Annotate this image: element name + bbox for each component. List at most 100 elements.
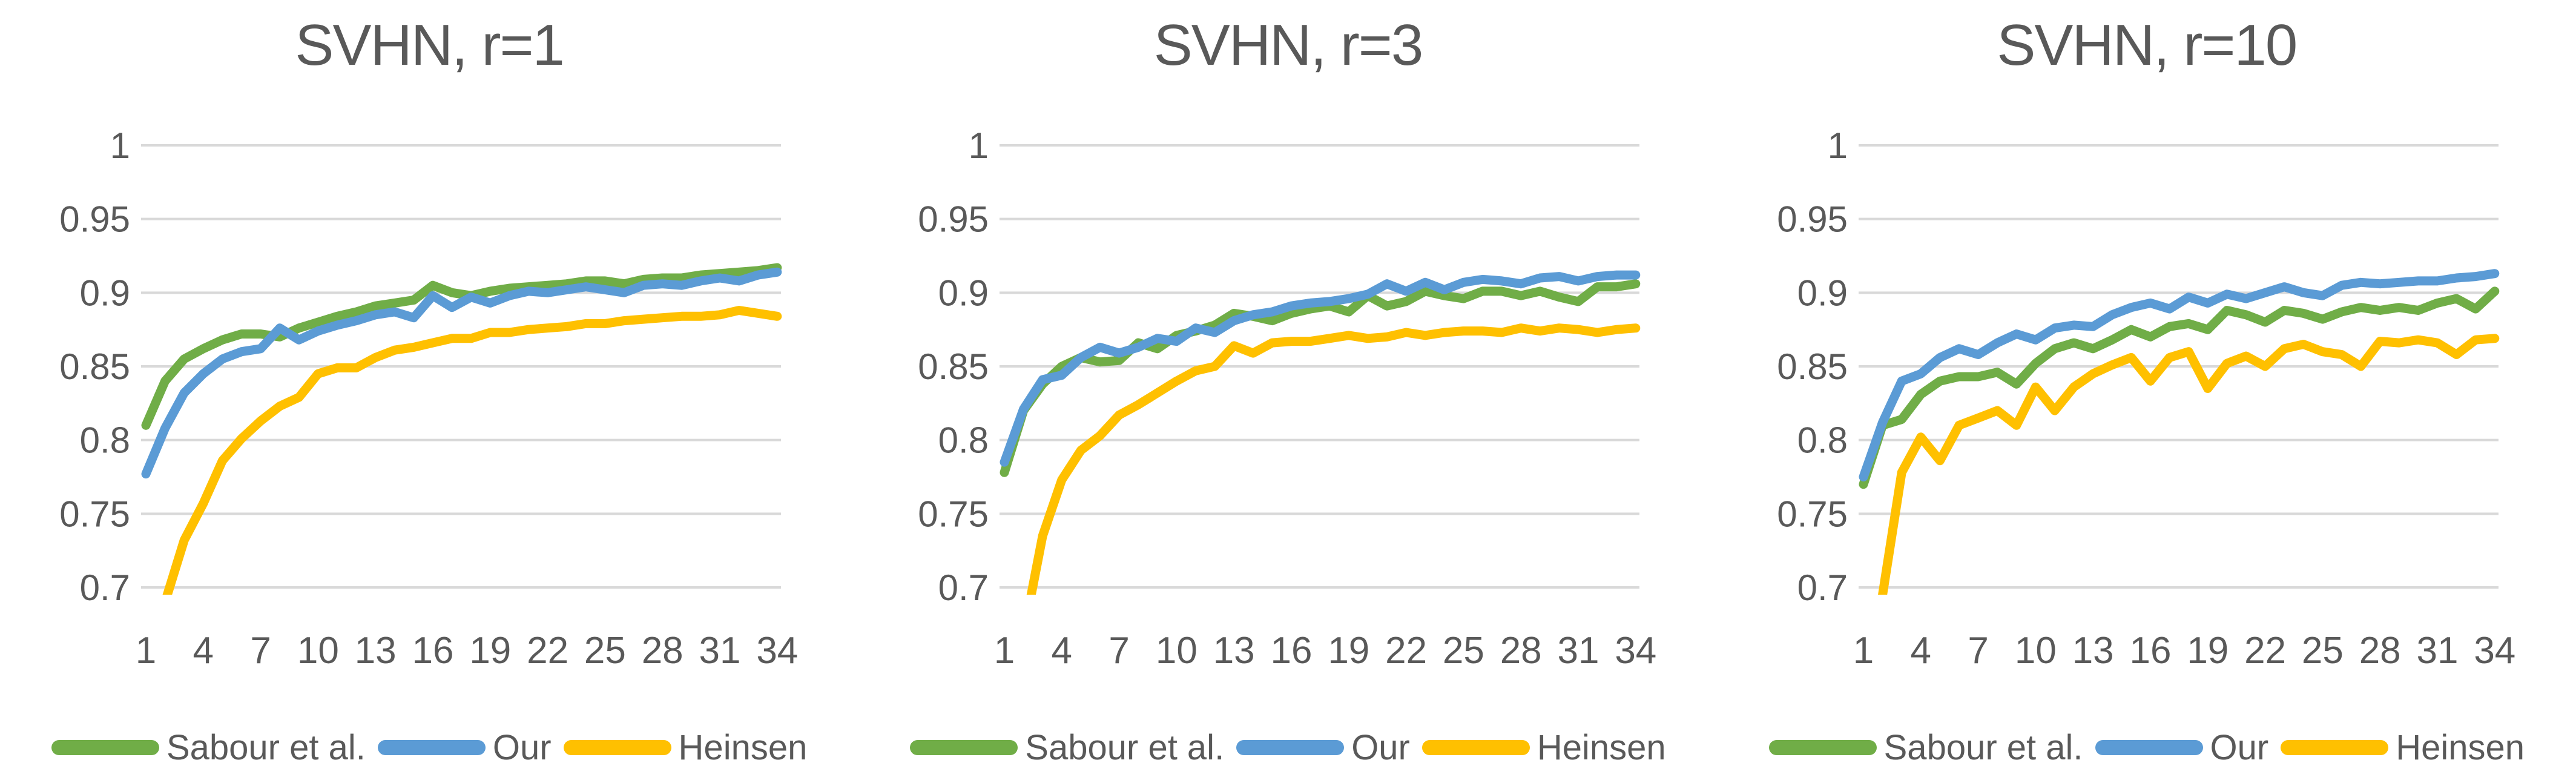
y-axis-tick-label: 1	[969, 125, 989, 166]
series-line-our	[1859, 269, 2499, 481]
legend-line-swatch-heinsen	[1421, 739, 1530, 755]
legend-item-our: Our	[1236, 727, 1410, 768]
x-axis-tick-label: 28	[642, 630, 684, 672]
x-axis-tick-label: 25	[1443, 630, 1484, 672]
legend-label-heinsen: Heinsen	[2396, 727, 2525, 767]
legend-item-sabour-et-al: Sabour et al.	[51, 727, 366, 768]
x-axis-tick-label: 7	[1109, 630, 1130, 672]
x-axis-tick-label: 31	[2416, 630, 2458, 672]
chart-panel-svhn-r-3: SVHN, r=3 1 0.95 0.9 0.85 0.8 0.75 0.7 1 4 7 10 13 16…	[858, 0, 1717, 780]
x-axis-tick-label: 10	[2015, 630, 2057, 672]
y-axis-tick-label: 0.9	[80, 273, 130, 313]
y-axis-tick-label: 0.75	[918, 494, 989, 534]
legend-label-our: Our	[1351, 727, 1410, 767]
x-axis-tick-label: 22	[2244, 630, 2286, 672]
y-axis-tick-label: 0.8	[938, 420, 989, 461]
x-axis-tick-label: 16	[1271, 630, 1313, 672]
x-axis-tick-label: 25	[584, 630, 626, 672]
x-axis-tick-label: 4	[1052, 630, 1072, 672]
y-axis-tick-label: 0.75	[59, 494, 130, 534]
x-axis-tick-label: 19	[469, 630, 511, 672]
legend: Sabour et al. Our Heinsen	[858, 713, 1717, 780]
x-axis-tick-label: 28	[1500, 630, 1542, 672]
chart-panel-svhn-r-10: SVHN, r=10 1 0.95 0.9 0.85 0.8 0.75 0.7 1 4 7 10 13 1…	[1718, 0, 2576, 780]
x-axis-tick-label: 13	[1213, 630, 1255, 672]
line-chart-svg: 10.950.90.850.80.750.71 4 7 10 13 16 19 22 25 28 3…	[1777, 125, 2515, 672]
x-axis-tick-label: 34	[1615, 630, 1657, 672]
series-line-heinsen	[1877, 334, 2499, 595]
legend-item-heinsen: Heinsen	[2281, 727, 2525, 768]
x-axis-tick-label: 13	[2072, 630, 2113, 672]
legend-item-sabour-et-al: Sabour et al.	[910, 727, 1224, 768]
x-axis-tick-label: 34	[2474, 630, 2515, 672]
chart-title: SVHN, r=10	[1997, 13, 2298, 78]
series-line-our	[141, 267, 782, 479]
legend-line-swatch-our	[1236, 739, 1345, 755]
x-axis-tick-label: 7	[250, 630, 271, 672]
legend-line-swatch-our	[2095, 739, 2203, 755]
y-axis-tick-label: 1	[110, 125, 130, 166]
x-axis-tick-label: 1	[1853, 630, 1873, 672]
legend: Sabour et al. Our Heinsen	[1718, 713, 2576, 780]
y-axis-tick-label: 0.85	[59, 346, 130, 387]
x-axis-tick-label: 13	[355, 630, 397, 672]
legend-item-heinsen: Heinsen	[563, 727, 808, 768]
x-axis-tick-label: 19	[2187, 630, 2228, 672]
legend-item-heinsen: Heinsen	[1421, 727, 1666, 768]
x-axis-tick-label: 19	[1328, 630, 1370, 672]
y-axis-tick-label: 0.9	[1797, 273, 1847, 313]
x-axis-tick-label: 7	[1968, 630, 1988, 672]
series-line-heinsen	[1027, 323, 1641, 595]
series-line-our	[1000, 270, 1641, 467]
x-axis-tick-label: 31	[699, 630, 741, 672]
y-axis-tick-label: 0.8	[80, 420, 130, 461]
x-axis-tick-label: 28	[2359, 630, 2400, 672]
legend-label-heinsen: Heinsen	[678, 727, 808, 767]
y-axis-tick-label: 0.75	[1777, 494, 1848, 534]
x-axis-tick-label: 34	[756, 630, 798, 672]
y-axis-tick-label: 0.7	[938, 567, 989, 608]
x-axis-tick-label: 16	[412, 630, 454, 672]
y-axis-tick-label: 0.85	[1777, 346, 1848, 387]
legend-label-sabour-et-al: Sabour et al.	[1883, 727, 2083, 767]
x-axis-tick-label: 31	[1558, 630, 1599, 672]
legend: Sabour et al. Our Heinsen	[0, 713, 858, 780]
x-axis-tick-label: 25	[2302, 630, 2344, 672]
x-axis-tick-label: 4	[1910, 630, 1931, 672]
x-axis-tick-label: 4	[193, 630, 214, 672]
y-axis-tick-label: 1	[1827, 125, 1847, 166]
x-axis-tick-label: 10	[297, 630, 339, 672]
series-line-sabour-et-al	[141, 263, 782, 430]
legend-label-our: Our	[2210, 727, 2269, 767]
y-axis-tick-label: 0.9	[938, 273, 989, 313]
legend-line-swatch-heinsen	[563, 739, 671, 755]
legend-line-swatch-sabour-et-al	[910, 739, 1018, 755]
legend-label-our: Our	[492, 727, 552, 767]
y-axis-tick-label: 0.7	[80, 567, 130, 608]
y-axis-tick-label: 0.85	[918, 346, 989, 387]
legend-line-swatch-heinsen	[2281, 739, 2389, 755]
line-chart-svg: 10.950.90.850.80.750.71 4 7 10 13 16 19 22 25 28 3…	[59, 125, 798, 672]
legend-label-heinsen: Heinsen	[1537, 727, 1666, 767]
y-axis-tick-label: 0.95	[918, 199, 989, 240]
legend-item-sabour-et-al: Sabour et al.	[1768, 727, 2083, 768]
y-axis-tick-label: 0.95	[59, 199, 130, 240]
y-axis-tick-label: 0.95	[1777, 199, 1848, 240]
legend-item-our: Our	[377, 727, 552, 768]
series-line-heinsen	[162, 306, 782, 595]
chart-panel-svhn-r-1: SVHN, r=1 1 0.95 0.9 0.85 0.8 0.75 0.7 1 4 7 10 13 16…	[0, 0, 858, 780]
legend-line-swatch-sabour-et-al	[1768, 739, 1877, 755]
legend-label-sabour-et-al: Sabour et al.	[1025, 727, 1225, 767]
x-axis-tick-label: 1	[136, 630, 156, 672]
legend-item-our: Our	[2095, 727, 2269, 768]
x-axis-tick-label: 1	[994, 630, 1015, 672]
x-axis-tick-label: 22	[527, 630, 568, 672]
x-axis-tick-label: 22	[1385, 630, 1427, 672]
series-line-sabour-et-al	[1000, 279, 1641, 477]
x-axis-tick-label: 16	[2129, 630, 2171, 672]
chart-title: SVHN, r=3	[1153, 13, 1423, 78]
legend-line-swatch-sabour-et-al	[51, 739, 159, 755]
series-line-sabour-et-al	[1859, 286, 2499, 489]
y-axis-tick-label: 0.8	[1797, 420, 1847, 461]
